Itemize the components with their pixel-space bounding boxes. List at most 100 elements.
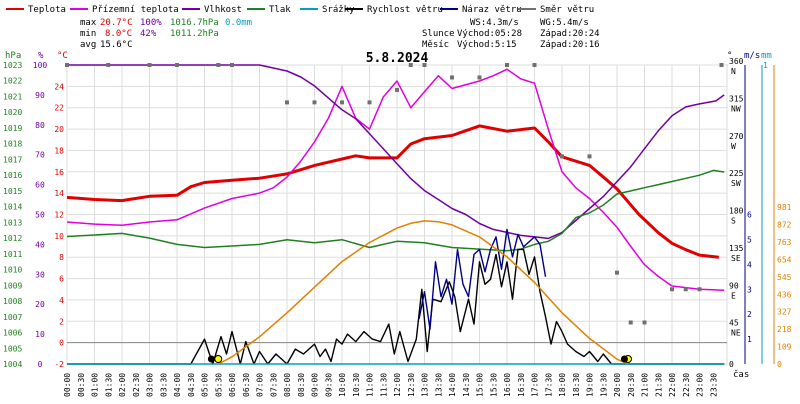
mm-tick-label: 1 <box>763 61 768 70</box>
x-tick-label: 21:30 <box>654 373 663 397</box>
hpa-tick-label: 1016 <box>3 171 22 180</box>
dir-tick-label: 90 <box>729 281 739 290</box>
x-tick-label: 05:30 <box>214 373 223 397</box>
x-tick-label: 10:00 <box>338 373 347 397</box>
moonset-marker <box>620 355 628 363</box>
wind-direction-point <box>285 100 289 105</box>
wind-direction-point <box>408 63 413 67</box>
dir-tick-label: SW <box>731 179 741 188</box>
series-line-press <box>66 169 725 252</box>
dir-tick-label: 45 <box>729 319 739 328</box>
ms-axis-label: m/s <box>744 51 760 61</box>
pct-tick-label: 70 <box>35 151 45 160</box>
info-block: WS:4.3m/s WG:5.4m/s Slunce Východ:05:28 … <box>422 18 600 50</box>
x-tick-label: 17:00 <box>531 373 540 397</box>
sun-tick-label: 109 <box>777 343 792 352</box>
moonrise-marker <box>207 355 215 363</box>
x-tick-label: 13:30 <box>434 373 443 397</box>
stats-max-hum: 100% <box>140 18 162 28</box>
dir-tick-label: 135 <box>729 244 744 253</box>
sunrise-marker <box>214 355 223 363</box>
series-line-gust <box>418 228 547 330</box>
x-tick-label: 00:30 <box>77 373 86 397</box>
series-line-wind <box>67 248 725 365</box>
wind-gust-info: WG:5.4m/s <box>540 18 589 28</box>
wind-direction-point <box>670 287 674 292</box>
temp-tick-label: 4 <box>59 296 64 305</box>
x-tick-label: 02:00 <box>118 373 127 397</box>
legend-label: Směr větru <box>540 5 594 15</box>
x-axis-label: čas <box>733 369 749 380</box>
ms-tick-label: 5 <box>747 235 752 244</box>
legend-label: Tlak <box>269 5 291 15</box>
stats-max-temp: 20.7°C <box>100 18 133 28</box>
wind-direction-point <box>628 320 633 325</box>
x-tick-label: 10:30 <box>352 373 361 397</box>
moonrise-info: Východ:5:15 <box>457 40 517 50</box>
pct-tick-label: 80 <box>35 121 45 130</box>
mm-axis-label: mm <box>761 51 772 61</box>
temp-tick-label: 6 <box>59 275 64 284</box>
pct-tick-label: 30 <box>35 270 45 279</box>
wind-direction-point <box>367 100 372 105</box>
wind-direction-point <box>642 320 647 325</box>
wind-direction-point <box>477 75 482 80</box>
sun-tick-label: 436 <box>777 290 792 299</box>
hpa-tick-label: 1014 <box>3 203 22 212</box>
pct-tick-label: 50 <box>35 211 45 220</box>
wind-direction-point <box>175 63 179 67</box>
x-tick-label: 15:30 <box>489 373 498 397</box>
series-layer <box>65 63 725 365</box>
hpa-tick-label: 1013 <box>3 218 22 227</box>
ms-tick-label: 3 <box>747 285 752 294</box>
stats-min-label: min <box>80 29 96 39</box>
sunrise-info: Východ:05:28 <box>457 29 522 39</box>
x-tick-label: 04:00 <box>173 373 182 397</box>
dir-tick-label: N <box>731 67 736 76</box>
stats-max-rain: 0.0mm <box>225 18 252 28</box>
dir-axis-label: ° <box>727 51 732 61</box>
temp-tick-label: -2 <box>54 360 64 369</box>
pct-tick-label: 100 <box>33 61 48 70</box>
wind-direction-point <box>505 63 509 67</box>
wind-direction-point <box>450 75 454 80</box>
pct-tick-label: 0 <box>38 360 43 369</box>
hpa-tick-label: 1006 <box>3 329 22 338</box>
moonset-info: Západ:20:16 <box>540 40 600 50</box>
dir-tick-label: 360 <box>729 57 744 66</box>
x-tick-label: 00:00 <box>63 373 72 397</box>
ms-tick-label: 4 <box>747 260 752 269</box>
hpa-tick-label: 1019 <box>3 124 22 133</box>
x-tick-label: 21:00 <box>641 373 650 397</box>
hpa-tick-label: 1007 <box>3 313 22 322</box>
x-tick-label: 14:30 <box>462 373 471 397</box>
x-tick-label: 08:30 <box>297 373 306 397</box>
sun-tick-label: 218 <box>777 325 792 334</box>
dir-tick-label: 180 <box>729 207 744 216</box>
x-tick-label: 20:30 <box>627 373 636 397</box>
wind-direction-point <box>106 63 111 67</box>
wind-direction-point <box>312 100 317 105</box>
dir-tick-label: E <box>731 291 736 300</box>
x-tick-label: 16:30 <box>517 373 526 397</box>
wind-direction-point <box>65 63 69 67</box>
wind-direction-point <box>230 63 234 67</box>
hpa-tick-label: 1009 <box>3 281 22 290</box>
x-tick-label: 20:00 <box>613 373 622 397</box>
hpa-tick-label: 1017 <box>3 155 22 164</box>
x-tick-label: 08:00 <box>283 373 292 397</box>
hpa-tick-label: 1010 <box>3 266 22 275</box>
x-tick-label: 03:30 <box>159 373 168 397</box>
hpa-tick-label: 1012 <box>3 234 22 243</box>
stats-avg-temp: 15.6°C <box>100 40 133 50</box>
grid <box>66 64 728 365</box>
x-tick-label: 05:00 <box>201 373 210 397</box>
pct-tick-label: 90 <box>35 91 45 100</box>
x-tick-label: 11:30 <box>379 373 388 397</box>
ms-tick-label: 1 <box>747 335 752 344</box>
wind-direction-point <box>560 154 564 159</box>
x-tick-label: 09:30 <box>324 373 333 397</box>
temp-tick-label: 10 <box>54 232 64 241</box>
stats-min-temp: 8.0°C <box>105 29 132 39</box>
